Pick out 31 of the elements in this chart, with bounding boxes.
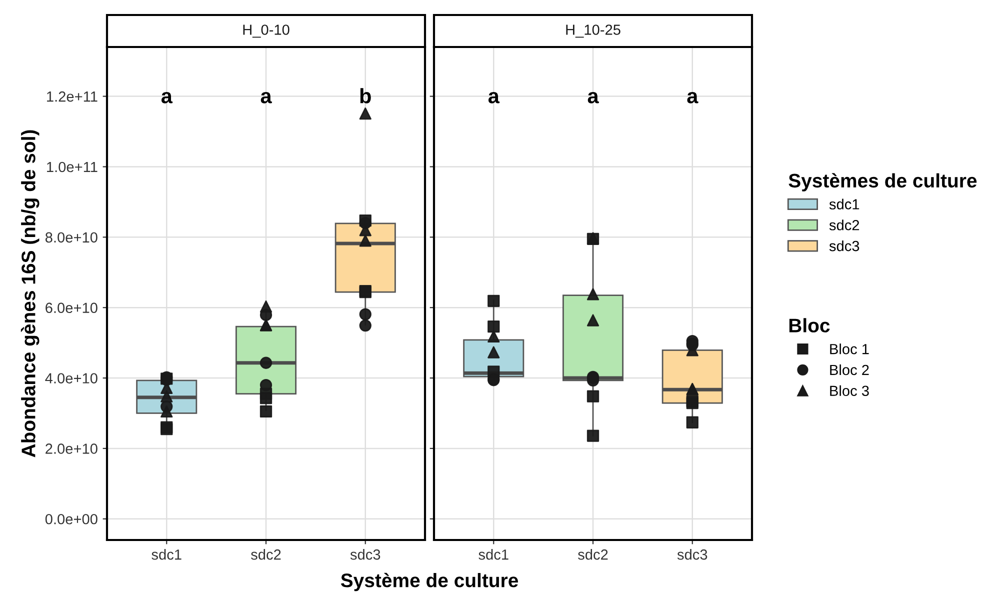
x-tick-label: sdc1 xyxy=(152,549,182,560)
x-tick-label: sdc1 xyxy=(478,549,508,560)
y-tick-label: 2.0e+10 xyxy=(46,444,98,454)
chart-title: H_10-25 xyxy=(566,24,620,38)
y-tick-label: 6.0e+10 xyxy=(46,302,98,314)
x-tick-label: sdc2 xyxy=(251,549,281,560)
annotation: a xyxy=(687,92,698,104)
chart-title: H_0-10 xyxy=(243,24,290,38)
legend-label: Bloc 2 xyxy=(830,364,869,376)
legend-label: Bloc 3 xyxy=(830,385,869,396)
annotation: a xyxy=(488,92,500,104)
text: Bloc xyxy=(789,318,830,332)
annotation: a xyxy=(260,92,272,104)
legend-label: sdc1 xyxy=(829,198,860,210)
x-tick-label: sdc2 xyxy=(578,549,608,560)
x-tick-label: sdc3 xyxy=(350,549,380,560)
x-axis-title: Système de culture xyxy=(340,572,518,592)
legend-label: sdc3 xyxy=(829,240,860,252)
legend-label: sdc2 xyxy=(829,220,860,230)
y-axis-title: Abondance gènes 16S (nb/g de sol) xyxy=(20,130,40,458)
annotation: a xyxy=(161,92,173,104)
annotation: a xyxy=(588,92,599,104)
y-tick-label: 8.0e+10 xyxy=(45,232,98,243)
legend-label: Bloc 1 xyxy=(830,344,869,354)
text: Systèmes de culture xyxy=(788,173,977,192)
y-tick-label: 0.0e+00 xyxy=(45,514,98,524)
y-tick-label: 4.0e+10 xyxy=(45,373,98,384)
annotation: b xyxy=(360,88,371,104)
x-tick-label: sdc3 xyxy=(677,549,708,560)
y-tick-label: 1.2e+11 xyxy=(47,91,98,102)
y-tick-label: 1.0e+11 xyxy=(47,162,98,172)
